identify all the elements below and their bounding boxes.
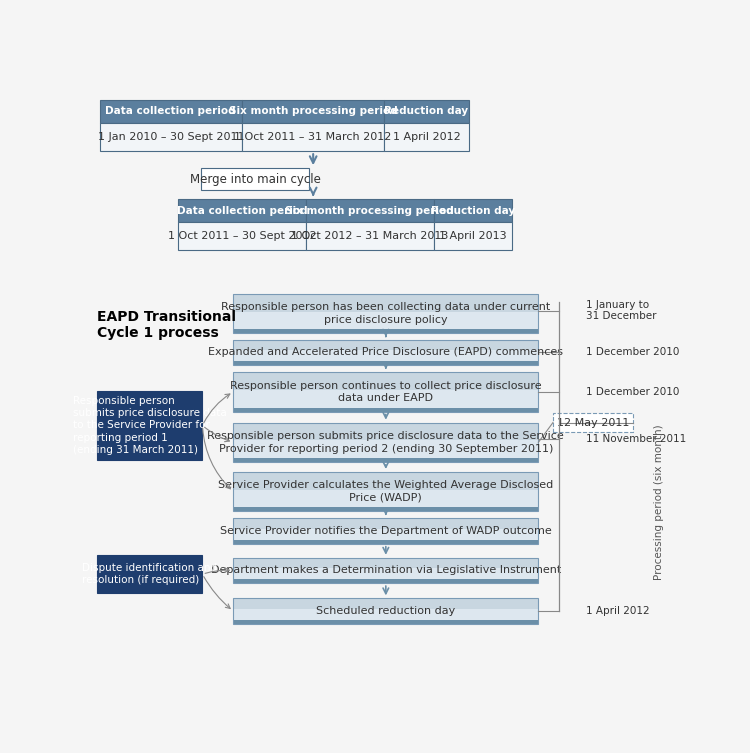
Bar bbox=[233, 312, 538, 329]
Bar bbox=[97, 556, 202, 593]
Text: Six month processing period: Six month processing period bbox=[286, 206, 454, 215]
Text: 1 Oct 2011 – 31 March 2012: 1 Oct 2011 – 31 March 2012 bbox=[235, 132, 392, 142]
Text: Service Provider calculates the Weighted Average Disclosed
Price (WADP): Service Provider calculates the Weighted… bbox=[218, 480, 554, 503]
Bar bbox=[233, 372, 538, 412]
Bar bbox=[233, 350, 538, 361]
Bar bbox=[233, 609, 538, 620]
Text: Responsible person
submits price disclosure data
to the Service Provider for
rep: Responsible person submits price disclos… bbox=[73, 395, 226, 456]
Text: 1 April 2012: 1 April 2012 bbox=[586, 606, 650, 616]
Bar bbox=[97, 392, 202, 459]
Bar bbox=[433, 222, 512, 251]
Bar bbox=[201, 168, 309, 190]
Text: Responsible person continues to collect price disclosure
data under EAPD: Responsible person continues to collect … bbox=[230, 381, 542, 403]
Text: 1 Oct 2012 – 31 March 2013: 1 Oct 2012 – 31 March 2013 bbox=[291, 231, 448, 241]
Text: 1 Jan 2010 – 30 Sept 2011: 1 Jan 2010 – 30 Sept 2011 bbox=[98, 132, 244, 142]
Bar bbox=[233, 422, 538, 462]
Bar bbox=[233, 372, 538, 390]
Text: Data collection period: Data collection period bbox=[106, 106, 236, 117]
Text: Processing period (six month): Processing period (six month) bbox=[654, 424, 664, 580]
Text: Scheduled reduction day: Scheduled reduction day bbox=[316, 606, 455, 616]
Text: 1 January to
31 December: 1 January to 31 December bbox=[586, 300, 656, 322]
Bar bbox=[178, 200, 306, 222]
Bar bbox=[233, 329, 538, 334]
Text: Six month processing period: Six month processing period bbox=[229, 106, 398, 117]
Text: Merge into main cycle: Merge into main cycle bbox=[190, 172, 320, 185]
Text: 12 May 2011: 12 May 2011 bbox=[556, 418, 629, 428]
Text: 1 April 2012: 1 April 2012 bbox=[393, 132, 460, 142]
Bar bbox=[233, 422, 538, 441]
Bar bbox=[233, 579, 538, 584]
Bar bbox=[100, 123, 242, 151]
Bar bbox=[233, 458, 538, 462]
Bar bbox=[233, 340, 538, 350]
Text: 1 April 2013: 1 April 2013 bbox=[440, 231, 507, 241]
Bar bbox=[233, 294, 538, 334]
Bar bbox=[553, 413, 633, 432]
Bar bbox=[233, 540, 538, 544]
Bar bbox=[233, 361, 538, 365]
Bar bbox=[233, 518, 538, 529]
Bar bbox=[100, 100, 242, 123]
Bar bbox=[233, 569, 538, 579]
Text: Service Provider notifies the Department of WADP outcome: Service Provider notifies the Department… bbox=[220, 526, 552, 536]
Bar bbox=[306, 200, 434, 222]
Bar bbox=[233, 489, 538, 508]
Text: EAPD Transitional
Cycle 1 process: EAPD Transitional Cycle 1 process bbox=[97, 309, 236, 340]
Bar bbox=[178, 222, 306, 251]
Bar bbox=[242, 123, 384, 151]
Bar bbox=[233, 599, 538, 623]
Text: Department makes a Determination via Legislative Instrument: Department makes a Determination via Leg… bbox=[211, 566, 561, 575]
Bar bbox=[233, 518, 538, 544]
Bar bbox=[384, 123, 469, 151]
Text: 1 Oct 2011 – 30 Sept 2012: 1 Oct 2011 – 30 Sept 2012 bbox=[168, 231, 316, 241]
Bar bbox=[233, 407, 538, 412]
Bar bbox=[233, 599, 538, 609]
Text: Responsible person submits price disclosure data to the Service
Provider for rep: Responsible person submits price disclos… bbox=[208, 431, 564, 453]
Bar bbox=[233, 558, 538, 569]
Bar bbox=[233, 294, 538, 312]
Text: Reduction day: Reduction day bbox=[431, 206, 515, 215]
Bar bbox=[233, 508, 538, 511]
Bar bbox=[306, 222, 434, 251]
Text: Dispute identification and
resolution (if required): Dispute identification and resolution (i… bbox=[82, 563, 217, 585]
Bar bbox=[433, 200, 512, 222]
Text: Expanded and Accelerated Price Disclosure (EAPD) commences: Expanded and Accelerated Price Disclosur… bbox=[209, 347, 563, 358]
Bar bbox=[233, 529, 538, 540]
Bar bbox=[233, 558, 538, 584]
Bar bbox=[242, 100, 384, 123]
Bar bbox=[233, 340, 538, 365]
Text: 1 December 2010: 1 December 2010 bbox=[586, 347, 680, 358]
Text: 1 December 2010: 1 December 2010 bbox=[586, 387, 680, 397]
Bar bbox=[384, 100, 469, 123]
Text: Data collection period: Data collection period bbox=[177, 206, 308, 215]
Text: Responsible person has been collecting data under current
price disclosure polic: Responsible person has been collecting d… bbox=[221, 303, 550, 325]
Bar bbox=[233, 620, 538, 623]
Bar bbox=[233, 472, 538, 511]
Bar bbox=[233, 441, 538, 458]
Bar bbox=[233, 390, 538, 407]
Text: Reduction day: Reduction day bbox=[385, 106, 469, 117]
Bar bbox=[233, 472, 538, 489]
Text: 11 November 2011: 11 November 2011 bbox=[586, 434, 686, 444]
